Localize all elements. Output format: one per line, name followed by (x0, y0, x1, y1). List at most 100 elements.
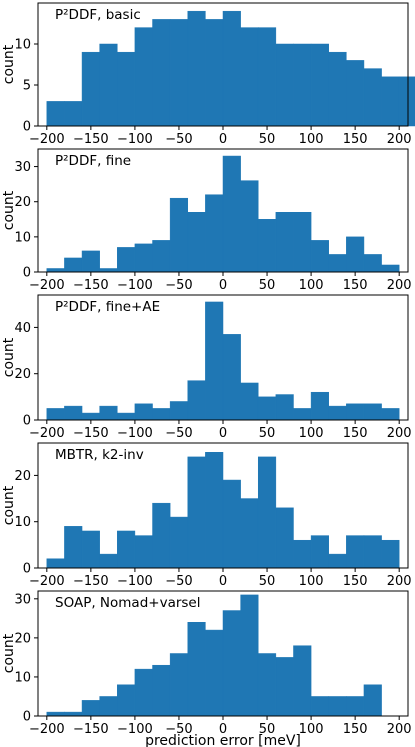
x-tick-label: 50 (259, 132, 276, 147)
panel-annotation: P²DDF, fine+AE (55, 299, 160, 315)
histogram-bar (169, 401, 189, 421)
histogram-bar (46, 711, 65, 717)
y-tick-label: 10 (14, 230, 31, 245)
histogram-bar (310, 696, 329, 717)
y-axis-label: count (1, 190, 17, 230)
y-tick-label: 40 (14, 321, 31, 336)
histogram-bar (310, 43, 329, 127)
panel-annotation: P²DDF, basic (55, 7, 141, 23)
histogram-bar (81, 412, 100, 421)
y-tick-label: 30 (14, 592, 31, 607)
histogram-bar (346, 236, 365, 273)
histogram-bar (99, 268, 118, 273)
histogram-bar (81, 51, 100, 127)
x-tick-label: −200 (29, 426, 65, 441)
y-tick-label: 0 (23, 562, 31, 577)
x-tick-label: −50 (165, 426, 192, 441)
x-tick-label: −150 (73, 278, 109, 293)
x-tick-label: −50 (165, 132, 192, 147)
y-axis-label: count (1, 485, 17, 525)
x-tick-label: 200 (387, 426, 412, 441)
panel-annotation: SOAP, Nomad+varsel (55, 595, 200, 611)
histogram-bar (222, 10, 241, 127)
histogram-bar (381, 76, 400, 127)
histogram-bar (134, 403, 153, 421)
histogram-bar (363, 254, 382, 273)
x-tick-label: 200 (387, 132, 412, 147)
histogram-bar (381, 264, 400, 273)
histogram-bar (134, 668, 153, 717)
x-tick-label: −200 (29, 722, 65, 737)
histogram-bar (152, 664, 171, 717)
histogram-bar (99, 405, 118, 421)
histogram-bar (99, 553, 118, 569)
histogram-panel-3: 0 20 40 −200 −150 −100 −50 0 50 100 150 200 count P²D… (1, 294, 412, 441)
x-tick-label: 0 (219, 722, 227, 737)
y-tick-label: 10 (14, 515, 31, 530)
histogram-bar (64, 405, 83, 421)
histogram-bar (187, 456, 206, 569)
y-tick-label: 20 (14, 469, 31, 484)
histogram-bar (187, 380, 206, 421)
x-tick-label: 150 (343, 574, 368, 589)
panel-annotation: P²DDF, fine (55, 153, 131, 169)
histogram-bar (293, 539, 312, 569)
histogram-bar (310, 535, 329, 569)
y-tick-label: 30 (14, 160, 31, 175)
histogram-bar (169, 197, 189, 273)
histogram-bar (310, 391, 329, 421)
histogram-bar (293, 43, 312, 127)
histogram-bar (240, 382, 259, 421)
histogram-bar (134, 27, 153, 127)
histogram-bar (363, 403, 382, 421)
x-tick-label: 200 (387, 722, 412, 737)
x-tick-label: −100 (117, 574, 153, 589)
histogram-bar (64, 711, 83, 717)
y-tick-label: 0 (23, 120, 31, 135)
histogram-bar (117, 412, 136, 421)
histogram-bar (346, 535, 365, 569)
histogram-bar (117, 684, 136, 717)
histogram-bar (363, 535, 382, 569)
histogram-bar (240, 594, 259, 717)
x-tick-label: 50 (259, 574, 276, 589)
histogram-bar (81, 530, 100, 569)
x-tick-label: 200 (387, 574, 412, 589)
histogram-bar (46, 408, 65, 421)
histogram-bar (117, 530, 136, 569)
y-tick-label: 0 (23, 266, 31, 281)
histogram-bar (222, 479, 241, 569)
x-tick-label: −150 (73, 574, 109, 589)
y-axis-label: count (1, 633, 17, 673)
histogram-bar (346, 696, 365, 717)
histogram-bar (398, 76, 415, 127)
x-tick-label: 50 (259, 278, 276, 293)
histogram-bar (64, 257, 83, 273)
y-axis-label: count (1, 44, 17, 84)
x-tick-label: 150 (343, 722, 368, 737)
x-tick-label: 50 (259, 722, 276, 737)
histogram-bar (240, 498, 259, 569)
histogram-panel-5: 0 10 20 30 −200 −150 −100 −50 0 50 100 150 200 count S… (1, 590, 412, 747)
histogram-bar (293, 212, 312, 273)
x-tick-label: 0 (219, 426, 227, 441)
x-tick-label: 0 (219, 278, 227, 293)
histogram-bar (346, 403, 365, 421)
histogram-bar (117, 247, 136, 273)
histogram-panel-2: 0 10 20 30 −200 −150 −100 −50 0 50 100 150 200 count P… (1, 148, 412, 293)
x-tick-label: 50 (259, 426, 276, 441)
x-tick-label: −100 (117, 426, 153, 441)
histogram-bar (257, 219, 277, 273)
x-tick-label: −200 (29, 574, 65, 589)
histogram-bar (275, 657, 294, 717)
x-tick-label: 0 (219, 574, 227, 589)
histogram-bar (152, 408, 171, 421)
histogram-bar (240, 27, 259, 127)
histogram-bar (275, 507, 294, 569)
histogram-bar (293, 408, 312, 421)
histogram-bar (328, 553, 347, 569)
y-tick-label: 10 (14, 670, 31, 685)
histogram-bar (222, 155, 241, 273)
x-tick-label: 100 (299, 722, 324, 737)
